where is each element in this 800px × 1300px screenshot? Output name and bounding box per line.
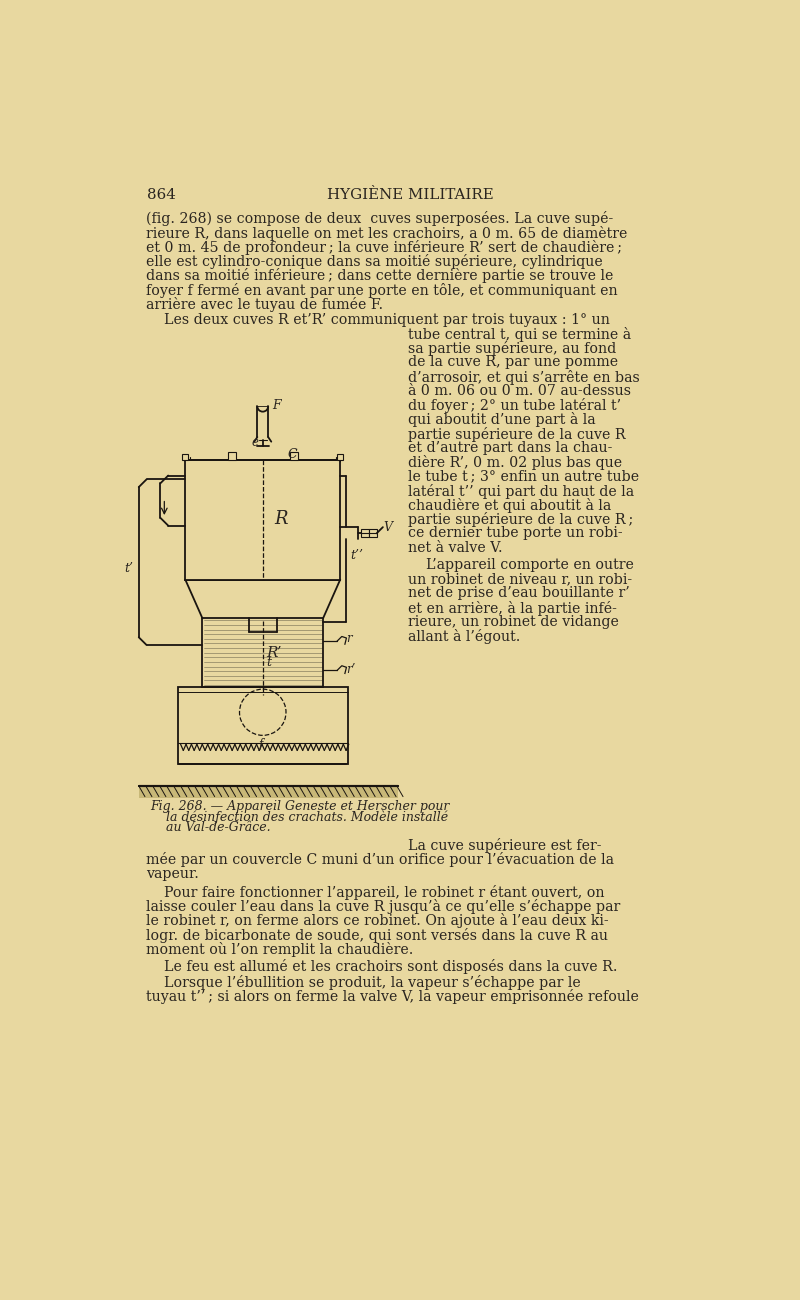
Text: net à valve V.: net à valve V. <box>409 541 503 555</box>
Text: t’: t’ <box>125 562 134 575</box>
Bar <box>138 786 398 798</box>
Bar <box>182 454 188 460</box>
Text: V: V <box>383 521 392 534</box>
Text: vapeur.: vapeur. <box>146 867 199 880</box>
Text: au Val-de-Grâce.: au Val-de-Grâce. <box>166 822 270 835</box>
Bar <box>361 529 369 537</box>
Text: ce dernier tube porte un robi-: ce dernier tube porte un robi- <box>409 526 623 541</box>
Text: R: R <box>274 511 288 528</box>
Bar <box>186 460 340 580</box>
Text: chaudière et qui aboutit à la: chaudière et qui aboutit à la <box>409 498 612 514</box>
Text: Les deux cuves R et’R’ communiquent par trois tuyaux : 1° un: Les deux cuves R et’R’ communiquent par … <box>146 313 610 326</box>
Text: elle est cylindro-conique dans sa moitié supérieure, cylindrique: elle est cylindro-conique dans sa moitié… <box>146 255 603 269</box>
Text: e: e <box>251 436 258 448</box>
Text: et d’autre part dans la chau-: et d’autre part dans la chau- <box>409 441 613 455</box>
Text: moment où l’on remplit la chaudière.: moment où l’on remplit la chaudière. <box>146 941 414 957</box>
Text: rieure R, dans laquelle on met les crachoirs, a 0 m. 65 de diamètre: rieure R, dans laquelle on met les crach… <box>146 226 628 240</box>
Bar <box>178 688 348 764</box>
Text: f: f <box>259 737 263 750</box>
Text: à 0 m. 06 ou 0 m. 07 au-dessus: à 0 m. 06 ou 0 m. 07 au-dessus <box>409 384 631 398</box>
Text: foyer f fermé en avant par une porte en tôle, et communiquant en: foyer f fermé en avant par une porte en … <box>146 282 618 298</box>
Text: arrière avec le tuyau de fumée F.: arrière avec le tuyau de fumée F. <box>146 296 384 312</box>
Text: La cuve supérieure est fer-: La cuve supérieure est fer- <box>409 838 602 853</box>
Text: mée par un couvercle C muni d’un orifice pour l’évacuation de la: mée par un couvercle C muni d’un orifice… <box>146 853 614 867</box>
Text: de la cuve R, par une pomme: de la cuve R, par une pomme <box>409 355 618 369</box>
Bar <box>202 618 323 688</box>
Text: la désinfection des crachats. Modèle installé: la désinfection des crachats. Modèle ins… <box>166 810 448 824</box>
Text: et 0 m. 45 de profondeur ; la cuve inférieure R’ sert de chaudière ;: et 0 m. 45 de profondeur ; la cuve infér… <box>146 240 622 255</box>
Bar <box>228 452 236 460</box>
Bar <box>290 452 298 460</box>
Text: latéral t’’ qui part du haut de la: latéral t’’ qui part du haut de la <box>409 484 634 499</box>
Text: Le feu est allumé et les crachoirs sont disposés dans la cuve R.: Le feu est allumé et les crachoirs sont … <box>146 959 618 974</box>
Text: le tube t ; 3° enfin un autre tube: le tube t ; 3° enfin un autre tube <box>409 469 639 484</box>
Text: F: F <box>272 399 281 412</box>
Text: (fig. 268) se compose de deux  cuves superposées. La cuve supé-: (fig. 268) se compose de deux cuves supe… <box>146 212 614 226</box>
Text: allant à l’égout.: allant à l’égout. <box>409 629 521 645</box>
Text: r’: r’ <box>346 663 356 676</box>
Text: L’appareil comporte en outre: L’appareil comporte en outre <box>409 558 634 572</box>
Bar <box>369 529 377 537</box>
Text: dans sa moitié inférieure ; dans cette dernière partie se trouve le: dans sa moitié inférieure ; dans cette d… <box>146 268 614 283</box>
Text: net de prise d’eau bouillante r’: net de prise d’eau bouillante r’ <box>409 586 630 601</box>
Text: dière R’, 0 m. 02 plus bas que: dière R’, 0 m. 02 plus bas que <box>409 455 622 471</box>
Text: qui aboutit d’une part à la: qui aboutit d’une part à la <box>409 412 596 428</box>
Text: du foyer ; 2° un tube latéral t’: du foyer ; 2° un tube latéral t’ <box>409 398 622 413</box>
Text: t’’: t’’ <box>350 549 363 562</box>
Bar <box>337 454 343 460</box>
Text: Fig. 268. — Appareil Geneste et Herscher pour: Fig. 268. — Appareil Geneste et Herscher… <box>150 800 450 812</box>
Text: partie supérieure de la cuve R ;: partie supérieure de la cuve R ; <box>409 512 634 527</box>
Text: Pour faire fonctionner l’appareil, le robinet r étant ouvert, on: Pour faire fonctionner l’appareil, le ro… <box>146 885 605 900</box>
Text: t: t <box>266 655 271 668</box>
Text: tuyau t’’ ; si alors on ferme la valve V, la vapeur emprisonnée refoule: tuyau t’’ ; si alors on ferme la valve V… <box>146 989 639 1004</box>
Text: HYGIÈNE MILITAIRE: HYGIÈNE MILITAIRE <box>326 188 494 203</box>
Text: le robinet r, on ferme alors ce robinet. On ajoute à l’eau deux ki-: le robinet r, on ferme alors ce robinet.… <box>146 914 609 928</box>
Text: rieure, un robinet de vidange: rieure, un robinet de vidange <box>409 615 619 629</box>
Text: tube central t, qui se termine à: tube central t, qui se termine à <box>409 326 631 342</box>
Text: 864: 864 <box>146 188 175 203</box>
Text: sa partie supérieure, au fond: sa partie supérieure, au fond <box>409 341 617 356</box>
Text: et en arrière, à la partie infé-: et en arrière, à la partie infé- <box>409 601 618 616</box>
Text: C: C <box>287 447 297 460</box>
Text: logr. de bicarbonate de soude, qui sont versés dans la cuve R au: logr. de bicarbonate de soude, qui sont … <box>146 927 609 942</box>
Text: partie supérieure de la cuve R: partie supérieure de la cuve R <box>409 426 626 442</box>
Text: laisse couler l’eau dans la cuve R jusqu’à ce qu’elle s’échappe par: laisse couler l’eau dans la cuve R jusqu… <box>146 900 621 914</box>
Text: d’arrosoir, et qui s’arrête en bas: d’arrosoir, et qui s’arrête en bas <box>409 369 640 385</box>
Text: un robinet de niveau r, un robi-: un robinet de niveau r, un robi- <box>409 572 633 586</box>
Text: Lorsque l’ébullition se produit, la vapeur s’échappe par le: Lorsque l’ébullition se produit, la vape… <box>146 975 582 989</box>
Text: R’: R’ <box>266 646 282 659</box>
Text: r: r <box>346 632 352 645</box>
